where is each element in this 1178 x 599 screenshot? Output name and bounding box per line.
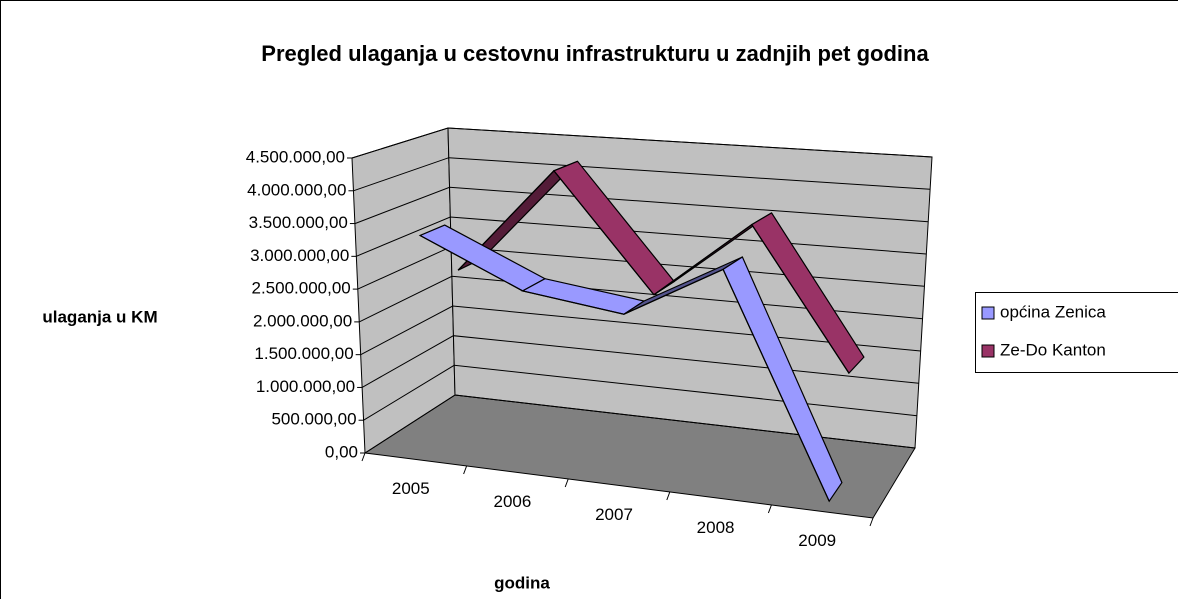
grid-line: [361, 335, 919, 388]
y-axis-title: ulaganja u KM: [42, 307, 157, 326]
y-tick-label: 4.000.000,00: [247, 180, 346, 199]
grid-line: [354, 186, 929, 225]
grid-line: [363, 364, 917, 421]
x-tick-label: 2008: [697, 518, 735, 537]
x-tick: [869, 517, 874, 527]
grid-line: [358, 275, 923, 323]
y-tick-label: 3.000.000,00: [250, 246, 349, 265]
grid-line: [364, 394, 916, 454]
y-tick-label: 1.000.000,00: [256, 377, 355, 396]
x-tick: [463, 465, 468, 475]
y-tick-label: 2.000.000,00: [253, 311, 352, 330]
side-wall: [351, 127, 456, 454]
x-tick-label: 2007: [595, 505, 633, 524]
grid-line: [353, 157, 931, 192]
x-tick: [564, 478, 569, 488]
y-tick-label: 500.000,00: [271, 410, 356, 429]
legend-swatch: [981, 306, 995, 320]
y-tick-label: 1.500.000,00: [254, 344, 353, 363]
grid-line: [351, 127, 933, 159]
series-line: [457, 169, 850, 374]
x-tick-label: 2006: [493, 492, 531, 511]
series-line: [419, 234, 830, 502]
y-tick-label: 0,00: [325, 442, 358, 461]
legend-label: Ze-Do Kanton: [1000, 340, 1106, 359]
legend-swatch: [981, 344, 995, 358]
x-tick: [767, 504, 772, 514]
x-tick-label: 2005: [392, 479, 430, 498]
x-axis-title: godina: [494, 573, 550, 592]
x-tick: [666, 491, 671, 501]
chart-title: Pregled ulaganja u cestovnu infrastruktu…: [261, 41, 929, 66]
legend-box: [975, 292, 1178, 373]
x-tick-label: 2009: [798, 531, 836, 550]
y-tick-label: 2.500.000,00: [252, 279, 351, 298]
legend-label: općina Zenica: [1000, 302, 1106, 321]
y-tick-label: 4.500.000,00: [246, 147, 345, 166]
y-tick-label: 3.500.000,00: [249, 213, 348, 232]
x-tick: [361, 452, 366, 462]
